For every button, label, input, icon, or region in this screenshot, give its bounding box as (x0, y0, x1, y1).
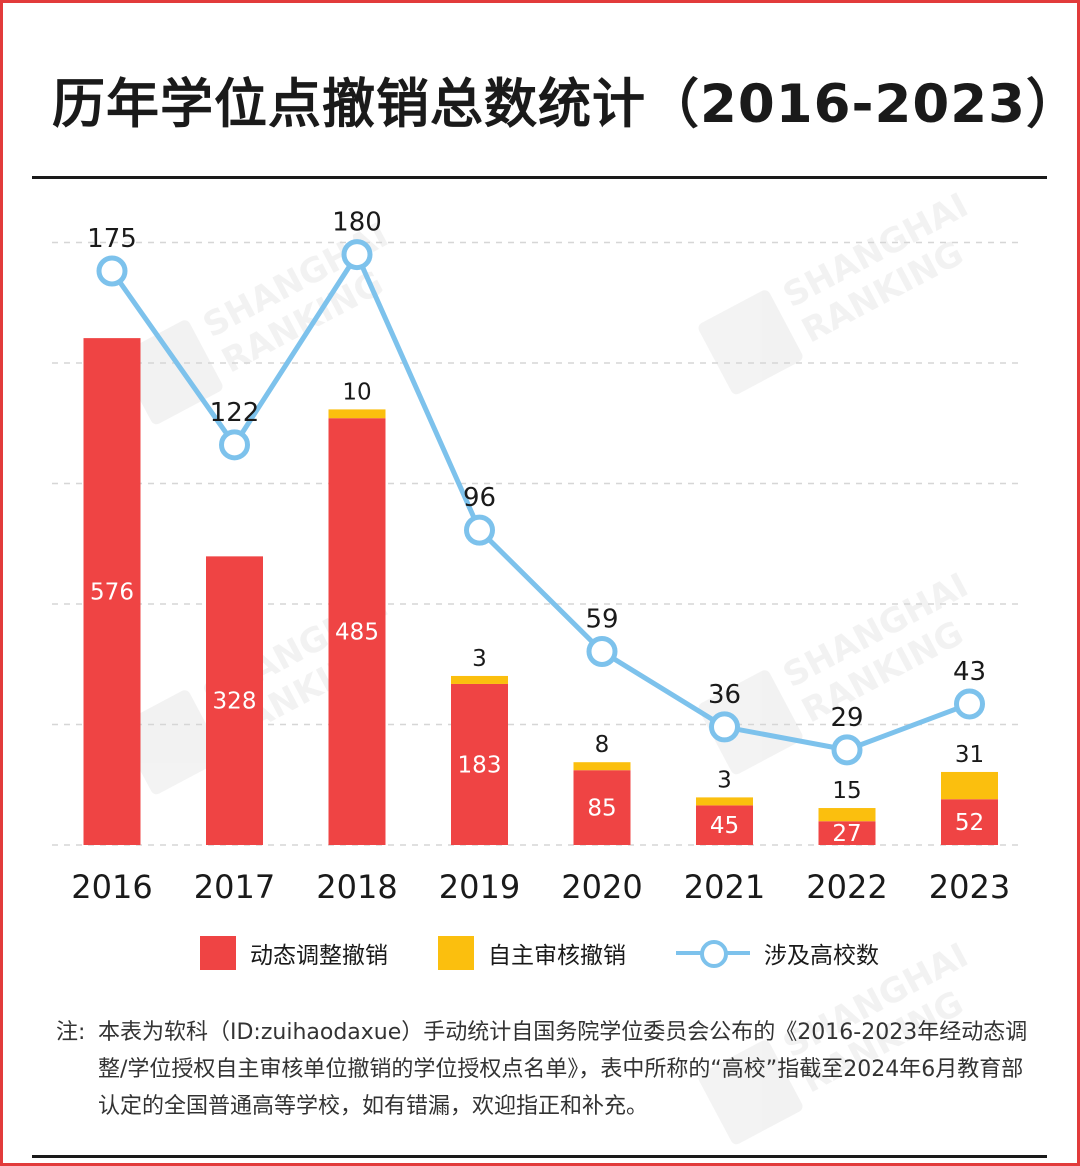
title-divider (32, 176, 1047, 179)
label-self-2018: 10 (342, 379, 371, 405)
xtick-2021: 2021 (684, 868, 765, 906)
chart: 576 2016 328 2017 10 485 2018 3 183 2019 8 85 2020 3 4… (52, 208, 1024, 906)
label-self-2020: 8 (595, 732, 610, 758)
bar-dynamic-2019 (451, 683, 508, 845)
bottom-divider (32, 1155, 1047, 1158)
legend-swatch-dynamic (200, 936, 236, 970)
label-dynamic-2019: 183 (458, 752, 502, 778)
xtick-2022: 2022 (806, 868, 887, 906)
label-self-2022: 15 (832, 778, 861, 804)
xtick-2020: 2020 (561, 868, 642, 906)
label-dynamic-2020: 85 (587, 796, 616, 822)
label-universities-2017: 122 (210, 398, 260, 428)
label-dynamic-2016: 576 (90, 580, 134, 606)
bar-self-2019 (451, 675, 508, 684)
point-universities-2022 (831, 734, 863, 766)
xtick-2019: 2019 (439, 868, 520, 906)
bar-self-2023 (941, 771, 998, 800)
footnote-label: 注: (56, 1020, 86, 1045)
legend-item-self: 自主审核撤销 (438, 936, 626, 970)
xtick-2017: 2017 (194, 868, 275, 906)
label-self-2023: 31 (955, 742, 984, 768)
label-dynamic-2023: 52 (955, 810, 984, 836)
legend-label-dynamic: 动态调整撤销 (250, 943, 388, 969)
point-universities-2020 (586, 635, 618, 667)
legend-label-self: 自主审核撤销 (488, 943, 626, 969)
bar-dynamic-2021 (696, 805, 753, 845)
label-universities-2021: 36 (708, 680, 741, 710)
label-universities-2019: 96 (463, 483, 496, 513)
label-self-2019: 3 (472, 646, 487, 672)
legend-line-icon (676, 936, 750, 970)
legend-label-univ: 涉及高校数 (764, 943, 879, 969)
legend-item-dynamic: 动态调整撤销 (200, 936, 388, 970)
point-universities-2021 (709, 711, 740, 743)
label-dynamic-2017: 328 (213, 689, 257, 715)
label-self-2021: 3 (717, 767, 732, 793)
point-universities-2016 (96, 255, 128, 287)
bar-dynamic-2017 (206, 556, 263, 845)
line-universities (109, 252, 971, 753)
label-dynamic-2018: 485 (335, 620, 379, 646)
bar-dynamic-2020 (573, 770, 631, 845)
bar-dynamic-2023 (941, 799, 998, 845)
bar-dynamic-2022 (818, 821, 876, 845)
bar-self-2021 (696, 797, 753, 806)
xtick-2016: 2016 (71, 868, 152, 906)
bar-self-2020 (573, 762, 631, 771)
legend: 动态调整撤销 自主审核撤销 涉及高校数 (0, 936, 1080, 976)
point-universities-2017 (219, 429, 250, 461)
label-universities-2018: 180 (332, 208, 382, 238)
legend-swatch-self (438, 936, 474, 970)
bar-dynamic-2016 (83, 338, 141, 845)
bar-dynamic-2018 (328, 418, 386, 845)
bar-self-2022 (818, 808, 876, 822)
label-universities-2022: 29 (830, 703, 863, 733)
label-dynamic-2022: 27 (832, 821, 861, 847)
footnote: 注: 本表为软科（ID:zuihaodaxue）手动统计自国务院学位委员会公布的… (56, 1014, 1036, 1125)
point-universities-2023 (954, 688, 985, 720)
xtick-2023: 2023 (929, 868, 1010, 906)
footnote-text: 本表为软科（ID:zuihaodaxue）手动统计自国务院学位委员会公布的《20… (98, 1020, 1028, 1119)
legend-item-univ: 涉及高校数 (676, 936, 879, 970)
label-universities-2016: 175 (87, 224, 137, 254)
label-dynamic-2021: 45 (710, 813, 739, 839)
bar-self-2018 (328, 409, 386, 419)
label-universities-2020: 59 (585, 604, 618, 634)
point-universities-2018 (341, 239, 373, 271)
label-universities-2023: 43 (953, 657, 986, 687)
xtick-2018: 2018 (316, 868, 397, 906)
point-universities-2019 (464, 514, 495, 546)
page-title: 历年学位点撤销总数统计（2016-2023） (52, 74, 1080, 135)
